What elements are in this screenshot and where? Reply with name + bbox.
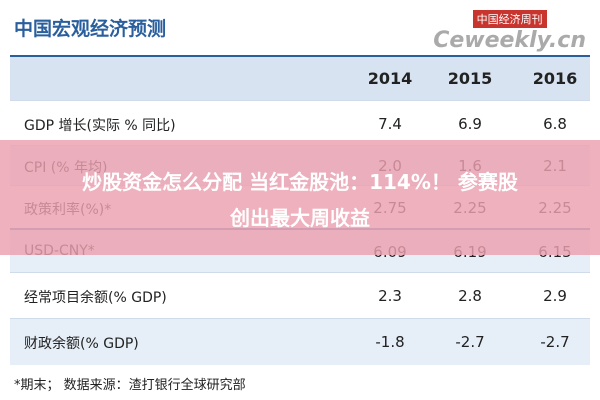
cell: 6.9 bbox=[458, 114, 482, 133]
cell: 2.3 bbox=[378, 287, 402, 305]
watermark: 中国经济周刊 Ceweekly.cn bbox=[433, 8, 586, 53]
overlay-line[interactable]: 炒股资金怎么分配 当红金股池：114%！ 参赛股 bbox=[82, 170, 518, 194]
cell: 2.9 bbox=[543, 287, 567, 305]
row-label: GDP 增长(实际 % 同比) bbox=[24, 117, 176, 134]
row-label: 经常项目余额(% GDP) bbox=[24, 290, 167, 306]
overlay-line[interactable]: 创出最大周收益 bbox=[230, 206, 370, 230]
overlay-banner[interactable]: 炒股资金怎么分配 当红金股池：114%！ 参赛股 创出最大周收益 bbox=[0, 140, 600, 255]
column-header: 2016 bbox=[532, 69, 578, 88]
watermark-en: Ceweekly.cn bbox=[433, 28, 586, 53]
cell: 2.8 bbox=[458, 287, 482, 305]
cell: -2.7 bbox=[540, 333, 570, 351]
column-header: 2015 bbox=[447, 69, 493, 88]
table-row: 财政余额(% GDP) -1.8 -2.7 -2.7 bbox=[10, 318, 590, 365]
column-header: 2014 bbox=[367, 69, 413, 88]
cell: 7.4 bbox=[378, 114, 402, 133]
watermark-cn: 中国经济周刊 bbox=[472, 10, 547, 28]
cell: -2.7 bbox=[455, 333, 485, 351]
header-row: 2014 2015 2016 bbox=[10, 55, 590, 102]
cell: 6.8 bbox=[543, 114, 567, 133]
table-row: GDP 增长(实际 % 同比) 7.4 6.9 6.8 bbox=[10, 100, 590, 146]
row-label: 财政余额(% GDP) bbox=[24, 336, 139, 352]
title: 中国宏观经济预测 bbox=[14, 18, 167, 40]
cell: -1.8 bbox=[375, 333, 405, 351]
table-row: 经常项目余额(% GDP) 2.3 2.8 2.9 bbox=[10, 272, 590, 319]
footnote: *期末； 数据来源：渣打银行全球研究部 bbox=[14, 378, 246, 393]
